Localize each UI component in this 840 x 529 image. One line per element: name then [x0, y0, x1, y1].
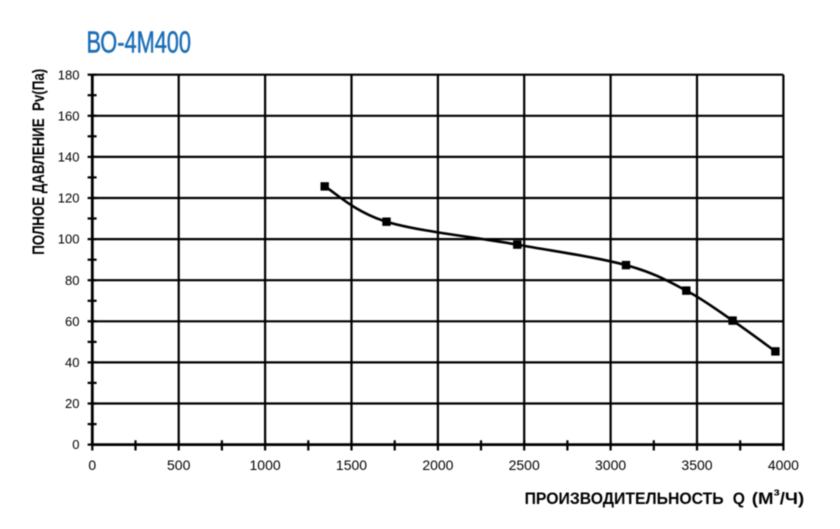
svg-text:160: 160	[58, 108, 80, 123]
svg-text:40: 40	[65, 355, 79, 370]
svg-text:Q: Q	[733, 490, 745, 508]
svg-text:2000: 2000	[422, 457, 453, 473]
svg-text:1500: 1500	[336, 457, 367, 473]
svg-text:3500: 3500	[681, 457, 712, 473]
svg-text:60: 60	[65, 314, 79, 329]
svg-text:140: 140	[58, 150, 80, 165]
svg-text:ПОЛНОЕ ДАВЛЕНИЕ Pv(Па): ПОЛНОЕ ДАВЛЕНИЕ Pv(Па)	[30, 69, 48, 255]
svg-text:20: 20	[65, 396, 79, 411]
svg-text:2500: 2500	[509, 457, 540, 473]
svg-text:0: 0	[88, 457, 96, 473]
svg-text:0: 0	[72, 437, 79, 452]
svg-text:180: 180	[58, 67, 80, 82]
svg-text:ПРОИЗВОДИТЕЛЬНОСТЬ: ПРОИЗВОДИТЕЛЬНОСТЬ	[525, 490, 724, 508]
svg-text:120: 120	[58, 191, 80, 206]
svg-text:100: 100	[58, 232, 80, 247]
svg-text:1000: 1000	[250, 457, 281, 473]
svg-text:3000: 3000	[595, 457, 626, 473]
svg-text:500: 500	[167, 457, 191, 473]
svg-text:80: 80	[65, 273, 79, 288]
svg-text:4000: 4000	[768, 457, 799, 473]
svg-text:(М³/Ч): (М ³/Ч)	[752, 487, 804, 508]
svg-text:ВО-4М400: ВО-4М400	[87, 24, 192, 59]
